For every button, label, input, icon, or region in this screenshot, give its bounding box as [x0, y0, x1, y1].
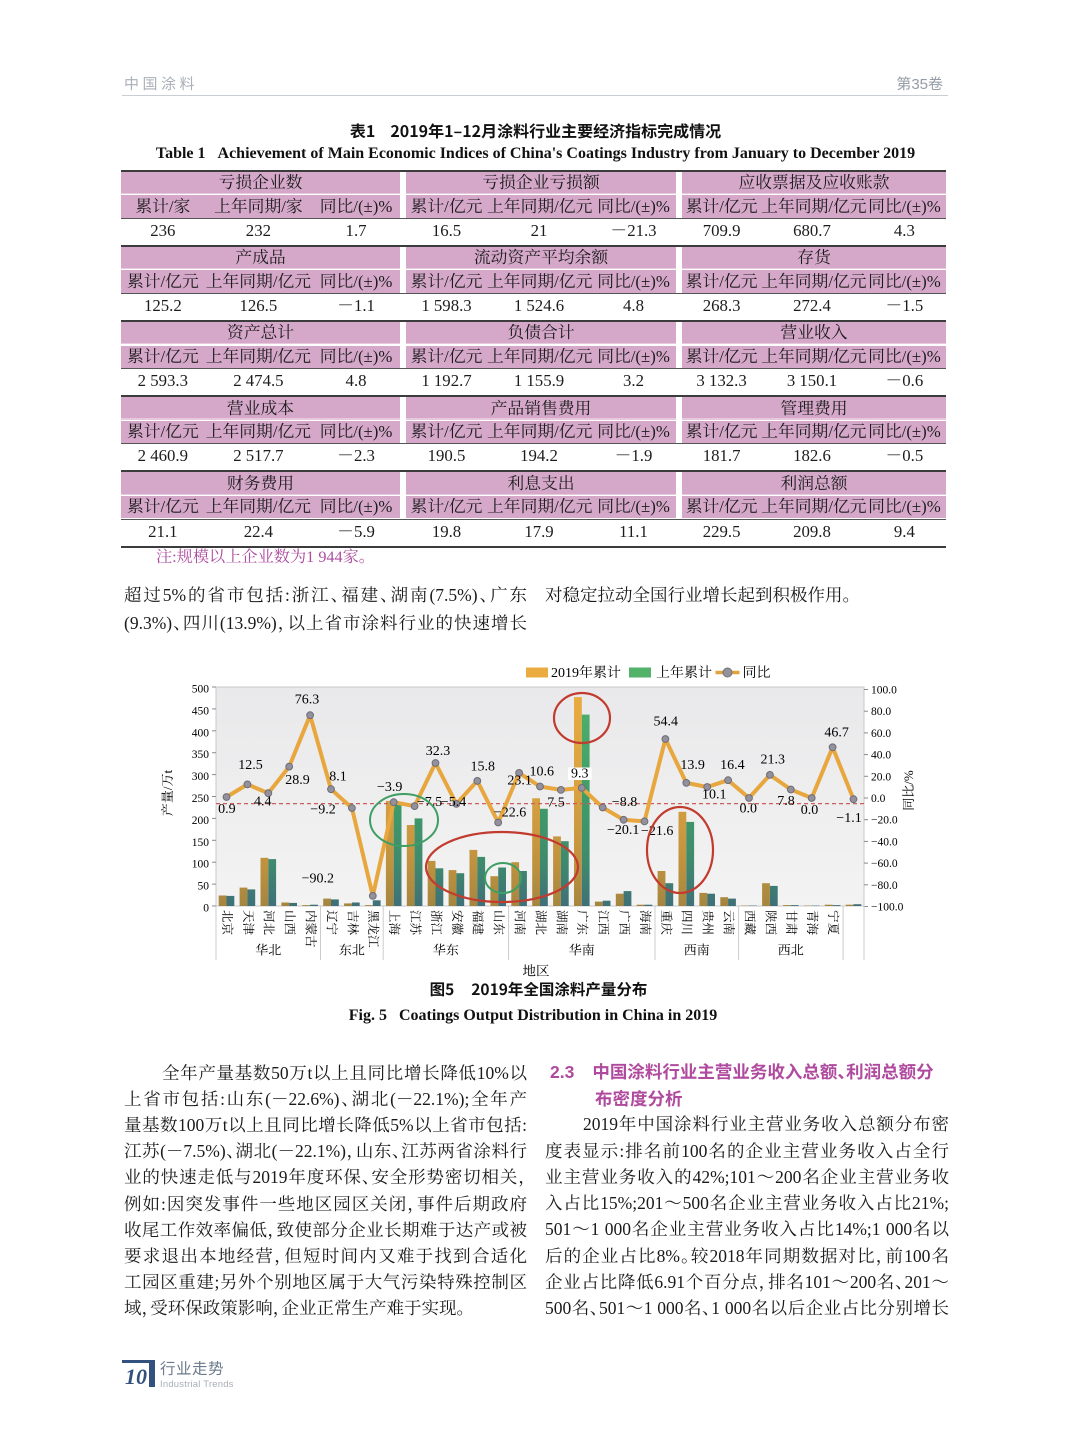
svg-text:山东: 山东 [492, 910, 506, 936]
svg-text:黑龙江: 黑龙江 [366, 910, 380, 948]
svg-text:安徽: 安徽 [450, 910, 464, 936]
svg-text:−1.1: −1.1 [836, 811, 861, 826]
svg-text:100.0: 100.0 [871, 685, 897, 697]
svg-text:上海: 上海 [387, 910, 401, 936]
svg-text:10.6: 10.6 [529, 764, 554, 779]
svg-text:−21.6: −21.6 [641, 824, 673, 839]
svg-text:青海: 青海 [805, 910, 819, 936]
svg-text:80.0: 80.0 [871, 706, 891, 718]
svg-text:46.7: 46.7 [824, 726, 849, 741]
svg-text:−100.0: −100.0 [871, 902, 904, 914]
svg-text:13.9: 13.9 [680, 758, 705, 773]
svg-text:华北: 华北 [255, 943, 281, 958]
svg-text:河南: 河南 [513, 910, 527, 935]
svg-text:12.5: 12.5 [238, 758, 263, 773]
svg-text:西藏: 西藏 [742, 910, 756, 936]
svg-text:21.3: 21.3 [760, 753, 785, 768]
svg-text:76.3: 76.3 [295, 693, 320, 708]
svg-text:−20.0: −20.0 [871, 815, 898, 827]
svg-text:−8.8: −8.8 [612, 795, 637, 810]
svg-text:贵州: 贵州 [701, 910, 715, 935]
svg-text:北京: 北京 [220, 910, 234, 936]
svg-text:0.0: 0.0 [801, 803, 819, 818]
svg-text:河北: 河北 [262, 910, 276, 936]
svg-text:300: 300 [192, 771, 210, 783]
svg-text:450: 450 [192, 705, 210, 717]
svg-text:吉林: 吉林 [345, 910, 359, 936]
svg-text:−20.1: −20.1 [607, 823, 639, 838]
svg-text:西南: 西南 [684, 943, 710, 958]
svg-text:32.3: 32.3 [426, 744, 451, 759]
svg-text:7.8: 7.8 [777, 794, 795, 809]
svg-text:内蒙古: 内蒙古 [304, 910, 318, 948]
svg-text:50: 50 [198, 881, 210, 893]
svg-text:海南: 海南 [638, 910, 652, 935]
svg-text:−40.0: −40.0 [871, 836, 898, 848]
svg-text:广西: 广西 [617, 910, 631, 936]
svg-text:7.5: 7.5 [547, 796, 565, 811]
svg-text:−60.0: −60.0 [871, 858, 898, 870]
svg-text:华东: 华东 [433, 943, 459, 958]
svg-text:同比: 同比 [743, 665, 771, 681]
svg-text:−5.4: −5.4 [441, 795, 466, 810]
svg-text:23.1: 23.1 [507, 774, 531, 789]
svg-text:−9.2: −9.2 [310, 802, 335, 817]
svg-text:54.4: 54.4 [654, 715, 679, 730]
svg-text:0.0: 0.0 [871, 793, 886, 805]
svg-text:−90.2: −90.2 [302, 872, 334, 887]
svg-text:华南: 华南 [569, 943, 595, 958]
svg-text:0.0: 0.0 [740, 802, 758, 817]
svg-text:辽宁: 辽宁 [324, 910, 338, 935]
svg-text:150: 150 [192, 837, 210, 849]
svg-text:江西: 江西 [596, 910, 610, 936]
svg-text:350: 350 [192, 749, 210, 761]
svg-text:同比/%: 同比/% [901, 770, 916, 811]
svg-text:2019年累计: 2019年累计 [551, 665, 621, 681]
svg-text:9.3: 9.3 [571, 767, 589, 782]
svg-text:200: 200 [192, 815, 210, 827]
svg-text:湖北: 湖北 [533, 910, 547, 936]
svg-text:福建: 福建 [471, 910, 485, 936]
svg-text:16.4: 16.4 [720, 758, 745, 773]
svg-text:4.4: 4.4 [254, 794, 271, 809]
svg-text:10.1: 10.1 [702, 788, 727, 803]
svg-text:地区: 地区 [523, 964, 550, 979]
svg-text:云南: 云南 [722, 910, 736, 935]
svg-text:−22.6: −22.6 [494, 806, 526, 821]
svg-text:四川: 四川 [680, 910, 694, 935]
svg-text:400: 400 [192, 727, 210, 739]
svg-text:40.0: 40.0 [871, 750, 891, 762]
svg-text:西北: 西北 [778, 943, 804, 958]
svg-text:28.9: 28.9 [285, 773, 310, 788]
svg-text:8.1: 8.1 [329, 770, 347, 785]
svg-text:−3.9: −3.9 [377, 780, 402, 795]
svg-text:上年累计: 上年累计 [656, 665, 712, 681]
svg-text:江苏: 江苏 [408, 910, 422, 936]
svg-text:20.0: 20.0 [871, 771, 891, 783]
svg-text:重庆: 重庆 [659, 910, 673, 936]
svg-text:甘肃: 甘肃 [784, 910, 798, 936]
svg-text:0.9: 0.9 [218, 802, 236, 817]
svg-text:100: 100 [192, 859, 210, 871]
svg-text:宁夏: 宁夏 [826, 910, 840, 936]
svg-text:浙江: 浙江 [429, 910, 443, 936]
svg-text:东北: 东北 [339, 943, 365, 958]
svg-text:山西: 山西 [283, 910, 297, 936]
svg-text:15.8: 15.8 [470, 759, 495, 774]
svg-text:陕西: 陕西 [763, 910, 777, 936]
svg-text:湖南: 湖南 [554, 910, 568, 935]
svg-text:250: 250 [192, 793, 210, 805]
svg-text:产量/万t: 产量/万t [160, 770, 175, 817]
svg-text:60.0: 60.0 [871, 728, 891, 740]
svg-text:−80.0: −80.0 [871, 880, 898, 892]
svg-text:天津: 天津 [241, 910, 255, 936]
svg-text:500: 500 [192, 684, 210, 696]
svg-text:0: 0 [203, 903, 209, 915]
svg-text:广东: 广东 [575, 910, 589, 936]
